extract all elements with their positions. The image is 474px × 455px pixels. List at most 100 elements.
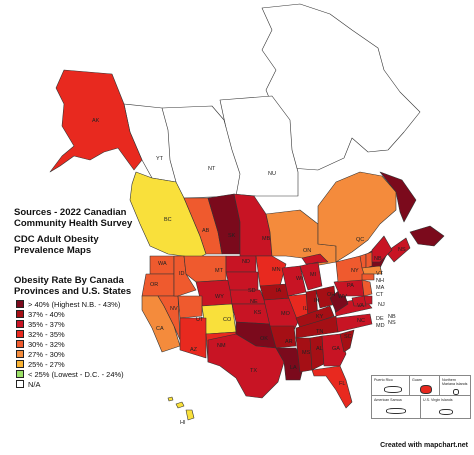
region-label-tx: TX [250,368,257,374]
region-label-ar: AR [285,339,293,345]
legend-label: 30% - 32% [28,339,65,349]
region-label-ne: NE [250,299,258,305]
legend-item: 37% - 40% [14,309,154,319]
region-fl [311,365,353,409]
legend-item: > 40% (Highest N.B. - 43%) [14,299,154,309]
region-label-al: AL [316,346,323,352]
region-side-label-md: MD [376,323,385,329]
legend-title-line-2: Provinces and U.S. States [14,285,132,297]
legend-swatch [16,330,24,338]
region-label-ak: AK [92,118,100,124]
region-label-wi: WI [296,276,303,282]
region-label-or: OR [150,282,158,288]
region-label-ns: NS [398,247,406,253]
region-ky [295,305,335,329]
inset-shape [439,409,453,415]
legend-label: < 25% (Lowest - D.C. - 24%) [28,369,124,379]
region-nh [365,251,373,269]
region-ut [177,295,203,319]
region-mn [255,255,287,287]
region-az [179,317,207,359]
region-label-in: IN [314,298,320,304]
region-ks [231,303,271,325]
region-label-ms: MS [302,350,311,356]
region-label-mt: MT [215,268,224,274]
legend-title-line-1: Obesity Rate By Canada [14,275,124,286]
subtitle-line-2: Prevalence Maps [14,244,92,256]
region-label-sk: SK [228,233,236,239]
legend-item: 32% - 35% [14,329,154,339]
region-label-co: CO [223,317,232,323]
inset-guam: Guam [409,375,441,397]
region-label-mi: MI [310,272,317,278]
region-label-ny: NY [351,268,359,274]
legend-label: 37% - 40% [28,309,65,319]
region-side-label-de: DE [376,316,384,322]
region-label-sc: SC [344,334,352,340]
region-label-bc: BC [164,217,172,223]
region-side-label-ma: MA [376,285,385,291]
legend: Obesity Rate By Canada Provinces and U.S… [14,275,154,389]
region-tx [207,333,285,399]
region-sc [339,329,355,353]
region-label-fl: FL [339,381,345,387]
title-line-2: Community Health Survey [14,217,133,229]
legend-swatch [16,320,24,328]
region-la [275,347,305,381]
region-ma [361,265,383,275]
inset-american-samoa: American Samoa [371,395,422,419]
legend-label: 25% - 27% [28,359,65,369]
legend-label: > 40% (Highest N.B. - 43%) [28,299,121,309]
legend-item: N/A [14,379,154,389]
subtitle: CDC Adult Obesity Prevalence Maps [14,234,154,256]
region-label-il: IL [303,306,308,312]
legend-swatch [16,380,24,388]
legend-title: Obesity Rate By Canada Provinces and U.S… [14,275,154,297]
region-label-mb: MB [262,236,271,242]
region-me [371,235,393,263]
title-line-1: Sources - 2022 Canadian [14,207,127,218]
legend-swatch [16,300,24,308]
region-label-az: AZ [190,347,198,353]
subtitle-line-1: CDC Adult Obesity [14,234,99,245]
legend-swatch [16,340,24,348]
legend-label: 32% - 35% [28,329,65,339]
region-label-ok: OK [260,336,268,342]
region-ga [321,333,347,367]
region-label-nu: NU [268,171,276,177]
inset-label: Guam [412,378,422,382]
legend-label: 35% - 37% [28,319,65,329]
region-side-label-vt: VT [376,271,384,277]
region-al [309,335,325,371]
region-label-ab: AB [202,228,210,234]
region-label-ut: UT [196,317,204,323]
inset-us-virgin-islands: U.S. Virgin Islands [420,395,471,419]
region-mi [299,253,329,291]
region-label-ks: KS [254,310,262,316]
legend-swatch [16,370,24,378]
region-qc [317,171,397,263]
region-label-va: VA [357,303,364,309]
inset-label: American Samoa [374,398,402,402]
region-label-wa: WA [158,261,167,267]
region-label-oh: OH [327,292,335,298]
region-hi [167,396,195,421]
region-nd [225,255,257,273]
region-on [265,209,337,267]
region-ia [259,283,291,301]
region-ns [385,237,411,263]
region-side-label-hi: HI [180,420,186,426]
credit: Created with mapchart.net [380,442,468,449]
inset-shape [386,408,406,414]
region-nj [361,279,373,297]
region-label-id: ID [179,271,185,277]
legend-item: 30% - 32% [14,339,154,349]
title: Sources - 2022 Canadian Community Health… [14,207,154,229]
region-mo [263,297,301,331]
legend-swatch [16,350,24,358]
legend-item: 25% - 27% [14,359,154,369]
region-label-ia: IA [276,288,282,294]
region-unlabeled [261,3,421,171]
inset-puerto-rico: Puerto Rico [371,375,411,397]
